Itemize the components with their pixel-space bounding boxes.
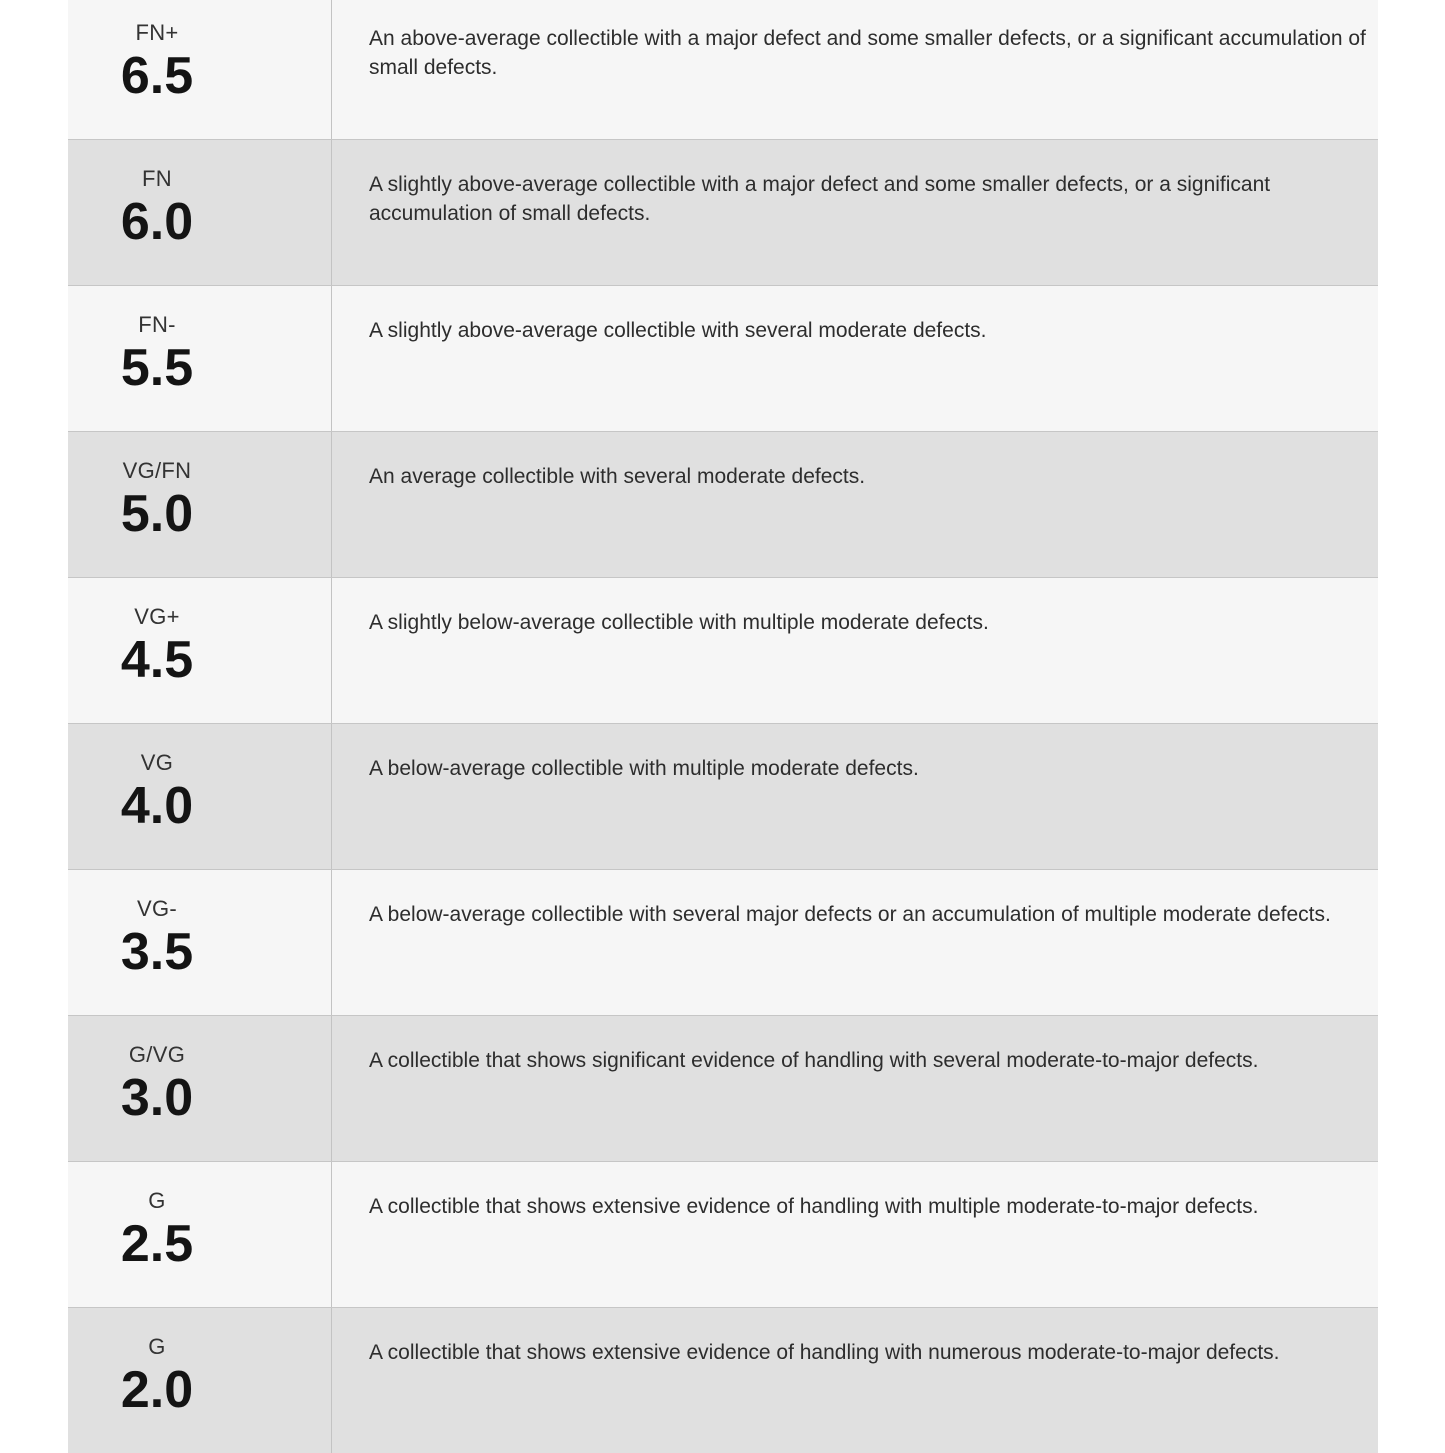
grade-label: VG <box>140 750 174 775</box>
grade-cell: FN- 5.5 <box>68 286 332 431</box>
grade-cell: VG/FN 5.0 <box>68 432 332 577</box>
grade-description-cell: A slightly above-average collectible wit… <box>332 286 1378 431</box>
grade-cell: FN+ 6.5 <box>68 0 332 139</box>
grade-description: A slightly below-average collectible wit… <box>369 611 989 634</box>
table-row: VG 4.0 A below-average collectible with … <box>68 723 1378 869</box>
grade-number: 3.5 <box>120 923 194 981</box>
grade-description-cell: An above-average collectible with a majo… <box>332 0 1378 139</box>
grade-label: VG- <box>136 896 177 921</box>
grade-cell: VG- 3.5 <box>68 870 332 1015</box>
grade-number: 6.5 <box>120 47 194 105</box>
grade-description: A below-average collectible with several… <box>369 903 1331 926</box>
grade-description: A collectible that shows extensive evide… <box>369 1341 1280 1364</box>
grade-label: FN+ <box>135 20 179 45</box>
grade-description-cell: A collectible that shows significant evi… <box>332 1016 1378 1161</box>
table-row: VG- 3.5 A below-average collectible with… <box>68 869 1378 1015</box>
grade-number: 4.0 <box>120 777 194 835</box>
grade-label: VG/FN <box>122 458 192 483</box>
grade-number: 4.5 <box>120 631 194 689</box>
table-row: VG/FN 5.0 An average collectible with se… <box>68 431 1378 577</box>
grade-description: A collectible that shows significant evi… <box>369 1049 1259 1072</box>
grade-description: A collectible that shows extensive evide… <box>369 1195 1259 1218</box>
grade-description: An average collectible with several mode… <box>369 465 866 488</box>
grade-number: 2.0 <box>120 1361 194 1419</box>
table-row: G 2.5 A collectible that shows extensive… <box>68 1161 1378 1307</box>
grade-description-cell: A collectible that shows extensive evide… <box>332 1308 1378 1453</box>
grade-cell: G 2.5 <box>68 1162 332 1307</box>
table-row: FN+ 6.5 An above-average collectible wit… <box>68 0 1378 139</box>
grade-number: 2.5 <box>120 1215 194 1273</box>
grade-description: A slightly above-average collectible wit… <box>369 173 1271 225</box>
grade-label: G <box>148 1188 166 1213</box>
grade-number: 5.0 <box>120 485 194 543</box>
grade-cell: G/VG 3.0 <box>68 1016 332 1161</box>
table-row: FN 6.0 A slightly above-average collecti… <box>68 139 1378 285</box>
table-row: G 2.0 A collectible that shows extensive… <box>68 1307 1378 1453</box>
grade-label: FN <box>142 166 172 191</box>
grade-description-cell: A below-average collectible with several… <box>332 870 1378 1015</box>
grade-description: A slightly above-average collectible wit… <box>369 319 987 342</box>
grade-cell: VG 4.0 <box>68 724 332 869</box>
grading-scale-table: FN+ 6.5 An above-average collectible wit… <box>68 0 1378 1453</box>
grade-number: 3.0 <box>120 1069 194 1127</box>
grade-number: 5.5 <box>120 339 194 397</box>
grade-description: An above-average collectible with a majo… <box>369 27 1366 79</box>
table-row: FN- 5.5 A slightly above-average collect… <box>68 285 1378 431</box>
grade-label: VG+ <box>134 604 180 629</box>
grade-description: A below-average collectible with multipl… <box>369 757 919 780</box>
grade-description-cell: A collectible that shows extensive evide… <box>332 1162 1378 1307</box>
grade-label: FN- <box>138 312 176 337</box>
grade-cell: VG+ 4.5 <box>68 578 332 723</box>
grade-description-cell: A slightly above-average collectible wit… <box>332 140 1378 285</box>
grade-label: G/VG <box>128 1042 186 1067</box>
grade-number: 6.0 <box>120 193 194 251</box>
table-row: G/VG 3.0 A collectible that shows signif… <box>68 1015 1378 1161</box>
grade-description-cell: An average collectible with several mode… <box>332 432 1378 577</box>
table-row: VG+ 4.5 A slightly below-average collect… <box>68 577 1378 723</box>
grade-cell: G 2.0 <box>68 1308 332 1453</box>
grade-description-cell: A slightly below-average collectible wit… <box>332 578 1378 723</box>
grade-description-cell: A below-average collectible with multipl… <box>332 724 1378 869</box>
grade-label: G <box>148 1334 166 1359</box>
grade-cell: FN 6.0 <box>68 140 332 285</box>
